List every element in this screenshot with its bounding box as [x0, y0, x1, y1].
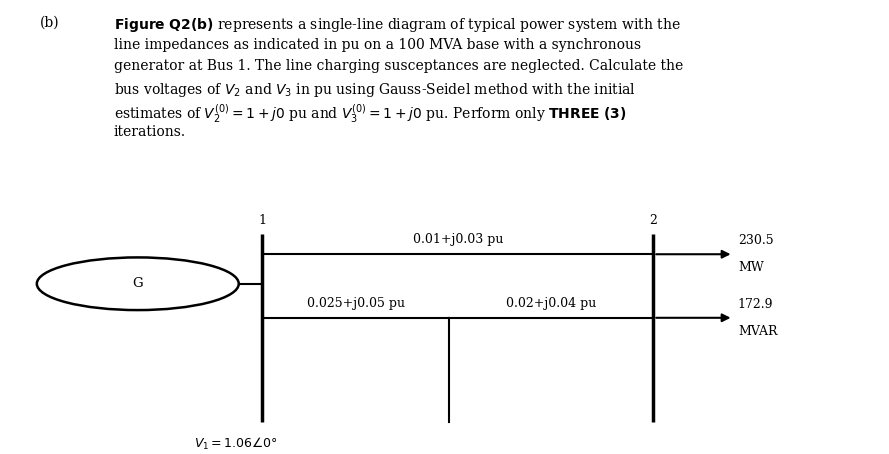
Text: iterations.: iterations. — [114, 125, 186, 139]
Text: (b): (b) — [40, 16, 60, 30]
Text: 230.5: 230.5 — [738, 234, 773, 247]
Text: estimates of $V_2^{(0)} = 1 + j0$ pu and $V_3^{(0)} = 1 + j0$ pu. Perform only $: estimates of $V_2^{(0)} = 1 + j0$ pu and… — [114, 103, 627, 125]
Text: 0.02+j0.04 pu: 0.02+j0.04 pu — [506, 296, 597, 310]
Text: $\mathbf{Figure\ Q2(b)}$ represents a single-line diagram of typical power syste: $\mathbf{Figure\ Q2(b)}$ represents a si… — [114, 16, 680, 34]
Text: 1: 1 — [259, 214, 266, 227]
Text: generator at Bus 1. The line charging susceptances are neglected. Calculate the: generator at Bus 1. The line charging su… — [114, 59, 683, 74]
Text: 0.01+j0.03 pu: 0.01+j0.03 pu — [412, 233, 503, 246]
Text: bus voltages of $V_2$ and $V_3$ in pu using Gauss-Seidel method with the initial: bus voltages of $V_2$ and $V_3$ in pu us… — [114, 81, 636, 99]
Text: 2: 2 — [650, 214, 657, 227]
Text: 172.9: 172.9 — [738, 298, 773, 311]
Text: line impedances as indicated in pu on a 100 MVA base with a synchronous: line impedances as indicated in pu on a … — [114, 38, 641, 52]
Text: 0.025+j0.05 pu: 0.025+j0.05 pu — [307, 296, 404, 310]
Text: MW: MW — [738, 261, 764, 274]
Text: G: G — [132, 277, 143, 290]
Text: MVAR: MVAR — [738, 325, 777, 338]
Text: $V_1 = 1.06\angle0°$: $V_1 = 1.06\angle0°$ — [194, 436, 277, 452]
